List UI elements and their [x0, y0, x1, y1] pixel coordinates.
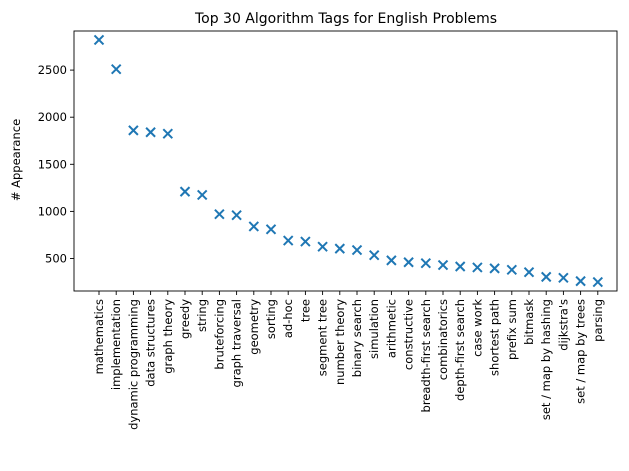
x-tick-label: number theory	[333, 299, 347, 385]
y-tick-label: 500	[45, 252, 67, 266]
plot-frame	[73, 30, 618, 292]
x-tick-label: dijkstra's	[556, 299, 570, 351]
x-tick-label: sorting	[264, 299, 278, 339]
data-point	[248, 221, 260, 232]
data-point	[93, 34, 105, 46]
y-axis-label: # Appearance	[9, 119, 23, 201]
x-tick-label: geometry	[247, 299, 261, 355]
y-axis-ticks: 500 1000 1500 2000 2500	[38, 63, 74, 266]
data-point	[540, 271, 552, 283]
x-tick-label: breadth-first search	[419, 299, 433, 412]
data-point	[437, 259, 449, 271]
x-tick-label: segment tree	[316, 299, 330, 376]
x-tick-label: ad-hoc	[281, 299, 295, 338]
data-point	[368, 249, 380, 261]
data-point	[454, 261, 466, 272]
y-tick-label: 1500	[38, 157, 67, 171]
x-tick-label: arithmetic	[384, 299, 398, 358]
data-point	[506, 264, 518, 276]
x-tick-label: set / map by hashing	[539, 299, 553, 420]
data-point	[128, 125, 139, 136]
data-point	[110, 63, 122, 75]
data-point	[179, 186, 191, 197]
data-point	[300, 236, 311, 247]
x-tick-label: mathematics	[92, 299, 106, 374]
data-point	[145, 127, 156, 138]
y-tick-label: 2500	[38, 63, 67, 77]
data-point	[282, 235, 294, 246]
data-point	[265, 224, 277, 235]
data-point	[196, 189, 208, 201]
x-tick-label: graph theory	[161, 299, 175, 374]
x-tick-label: implementation	[109, 299, 123, 390]
data-point	[523, 266, 535, 278]
data-points	[93, 34, 604, 288]
x-tick-label: constructive	[402, 299, 416, 370]
x-tick-label: case work	[470, 299, 484, 357]
x-tick-label: prefix sum	[505, 299, 519, 360]
data-point	[472, 262, 483, 273]
data-point	[386, 255, 397, 266]
data-point	[317, 241, 328, 252]
data-point	[231, 209, 242, 221]
data-point	[351, 244, 363, 256]
x-tick-label: bruteforcing	[212, 299, 226, 370]
data-point	[334, 243, 346, 254]
data-point	[420, 258, 432, 269]
x-tick-label: greedy	[178, 299, 192, 339]
x-tick-label: graph traversal	[230, 299, 244, 387]
x-tick-label: depth-first search	[453, 299, 467, 401]
x-tick-label: tree	[298, 299, 312, 322]
x-tick-label: simulation	[367, 299, 381, 359]
data-point	[403, 257, 414, 268]
data-point	[162, 128, 174, 139]
data-point	[489, 263, 500, 274]
x-tick-label: set / map by trees	[574, 299, 588, 404]
x-tick-label: parsing	[591, 299, 605, 342]
x-tick-label: bitmask	[522, 299, 536, 345]
x-tick-label: shortest path	[488, 299, 502, 376]
y-tick-label: 2000	[38, 110, 67, 124]
x-tick-label: dynamic programming	[126, 299, 140, 430]
x-axis-ticks: mathematics implementation dynamic program…	[92, 291, 605, 430]
chart-title: Top 30 Algorithm Tags for English Proble…	[194, 11, 497, 27]
y-tick-label: 1000	[38, 204, 67, 218]
x-tick-label: string	[195, 299, 209, 332]
x-tick-label: data structures	[144, 299, 158, 387]
data-point	[214, 209, 225, 220]
data-point	[558, 272, 569, 284]
data-point	[592, 276, 604, 288]
x-tick-label: combinatorics	[436, 299, 450, 380]
data-point	[575, 275, 586, 287]
x-tick-label: binary search	[350, 299, 364, 377]
